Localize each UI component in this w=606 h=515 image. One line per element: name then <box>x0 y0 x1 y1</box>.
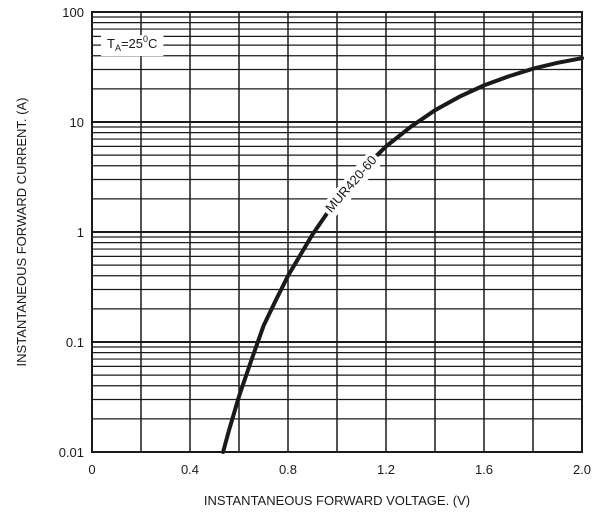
series-label-background <box>319 149 384 220</box>
x-tick-label: 2.0 <box>573 462 591 477</box>
x-tick-label: 1.2 <box>377 462 395 477</box>
temp-unit: C <box>148 37 157 52</box>
y-tick-labels: 0.01 0.1 1 10 100 <box>59 5 84 460</box>
x-tick-label: 0.8 <box>279 462 297 477</box>
y-tick-label: 10 <box>70 115 84 130</box>
plot-frame <box>91 11 583 453</box>
x-tick-label: 0 <box>88 462 95 477</box>
y-tick-label: 0.1 <box>66 335 84 350</box>
temperature-annotation: TA=250C <box>101 34 164 57</box>
x-tick-labels: 0 0.4 0.8 1.2 1.6 2.0 <box>88 462 591 477</box>
temp-superscript: 0 <box>143 34 148 44</box>
temperature-annotation-text: TA=250C <box>107 34 157 53</box>
y-tick-label: 100 <box>62 5 84 20</box>
temp-subscript: A <box>115 43 121 53</box>
grid-major-lines <box>91 12 583 453</box>
x-axis-label: INSTANTANEOUS FORWARD VOLTAGE. (V) <box>204 493 470 508</box>
y-axis-label: INSTANTANEOUS FORWARD CURRENT. (A) <box>14 98 29 367</box>
x-tick-label: 1.6 <box>475 462 493 477</box>
temp-symbol: T <box>107 37 115 52</box>
y-tick-label: 1 <box>77 225 84 240</box>
x-tick-label: 0.4 <box>181 462 199 477</box>
y-tick-label: 0.01 <box>59 445 84 460</box>
temperature-annotation-background <box>101 35 164 57</box>
temp-value: =25 <box>121 37 143 52</box>
